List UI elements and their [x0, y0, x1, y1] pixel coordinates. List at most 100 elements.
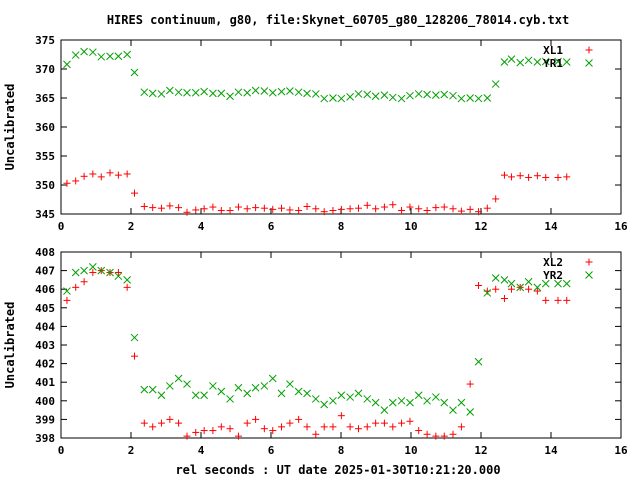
data-point-xl2 [63, 296, 71, 304]
data-point-xl1 [123, 170, 131, 178]
data-point-xl1 [406, 203, 414, 211]
data-point-yr2 [354, 389, 363, 398]
data-point-xl2 [114, 268, 122, 276]
x-tick-label: 6 [268, 220, 275, 233]
data-point-yr1 [329, 94, 337, 102]
data-point-xl1 [398, 207, 406, 215]
data-point-yr2 [397, 396, 406, 405]
data-point-yr2 [234, 383, 243, 392]
data-point-yr2 [303, 389, 311, 398]
data-point-yr2 [140, 385, 149, 394]
data-point-yr2 [114, 272, 123, 281]
bottom-plot-panel: 0 2 4 6 8 10 12 14 16 398 399 400 401 402 403 404 405 406… [3, 246, 628, 457]
data-point-xl2 [89, 268, 97, 276]
data-point-xl2 [243, 419, 251, 427]
data-point-yr1 [286, 87, 294, 95]
data-point-xl2 [346, 423, 354, 431]
y-tick-label: 345 [35, 208, 55, 221]
data-point-xl1 [380, 203, 388, 211]
data-point-xl2 [389, 423, 397, 431]
data-point-xl1 [295, 207, 303, 215]
data-point-xl1 [183, 208, 191, 216]
data-point-xl2 [286, 419, 294, 427]
data-point-yr2 [200, 391, 209, 400]
x-tick-label: 10 [404, 220, 417, 233]
data-point-yr1 [541, 57, 550, 66]
data-point-yr1 [457, 94, 466, 103]
data-point-yr1 [157, 90, 166, 98]
data-point-yr2 [286, 380, 294, 388]
plot-frame [60, 251, 622, 439]
data-point-yr2 [191, 391, 200, 400]
data-point-xl1 [63, 179, 71, 187]
data-point-xl2 [217, 423, 225, 431]
data-point-yr2 [183, 380, 191, 388]
data-point-yr1 [88, 48, 97, 57]
y-tick-label: 399 [35, 413, 55, 426]
x-tick-label: 14 [544, 220, 558, 233]
data-point-yr2 [562, 279, 571, 288]
y-tick-label: 402 [35, 358, 55, 371]
data-point-yr1 [165, 86, 174, 95]
data-point-yr1 [251, 86, 260, 95]
data-point-xl1 [329, 207, 337, 215]
data-point-xl2 [337, 412, 345, 420]
data-point-yr1 [140, 88, 149, 97]
data-point-xl2 [466, 380, 474, 388]
data-point-xl2 [192, 428, 200, 436]
x-tick-label: 8 [338, 444, 345, 457]
x-tick-label: 12 [474, 444, 487, 457]
data-point-yr2 [533, 283, 542, 292]
data-point-xl1 [389, 201, 397, 209]
data-point-xl1 [106, 169, 114, 177]
data-point-yr2 [88, 263, 97, 271]
legend-marker-xl1 [585, 46, 593, 54]
data-point-yr1 [491, 80, 500, 88]
data-point-xl2 [380, 419, 388, 427]
data-point-yr1 [320, 94, 329, 103]
data-point-xl1 [234, 203, 242, 211]
data-point-xl2 [363, 423, 371, 431]
data-point-yr1 [440, 90, 449, 99]
x-tick-label: 0 [58, 444, 65, 457]
data-point-xl2 [457, 423, 465, 431]
data-point-xl2 [131, 352, 138, 360]
y-tick-label: 406 [35, 283, 55, 296]
data-point-yr2 [554, 279, 562, 288]
data-point-xl1 [337, 205, 345, 213]
data-point-xl2 [542, 296, 550, 304]
data-point-xl2 [372, 419, 380, 427]
data-point-yr1 [183, 88, 191, 97]
data-point-yr2 [157, 391, 166, 400]
y-tick-label: 408 [35, 246, 55, 259]
data-point-yr1 [507, 55, 516, 63]
x-tick-label: 14 [544, 444, 558, 457]
y-tick-label: 398 [35, 432, 55, 445]
data-point-xl1 [415, 205, 423, 213]
data-point-yr1 [371, 92, 380, 101]
legend-marker-xl2 [585, 258, 593, 266]
data-point-yr2 [363, 395, 372, 403]
data-point-xl1 [554, 173, 562, 181]
data-point-yr1 [346, 92, 354, 101]
data-point-yr1 [71, 51, 80, 59]
data-point-xl1 [278, 204, 285, 212]
x-tick-label: 8 [338, 220, 345, 233]
data-point-yr1 [148, 89, 157, 98]
y-tick-label: 405 [35, 302, 55, 315]
y-tick-label: 355 [35, 150, 55, 163]
data-point-yr2 [148, 385, 157, 394]
y-tick-label: 400 [35, 395, 55, 408]
data-point-xl2 [149, 423, 157, 431]
data-point-xl2 [320, 423, 328, 431]
data-point-yr2 [541, 279, 550, 288]
data-point-yr2 [329, 396, 337, 405]
data-point-yr1 [303, 89, 311, 98]
data-point-yr1 [397, 94, 406, 103]
data-point-xl2 [157, 419, 165, 427]
data-point-xl2 [440, 432, 448, 440]
data-point-yr1 [174, 88, 183, 97]
data-point-xl1 [140, 202, 148, 210]
data-point-xl2 [312, 430, 320, 438]
data-point-xl1 [192, 206, 200, 214]
